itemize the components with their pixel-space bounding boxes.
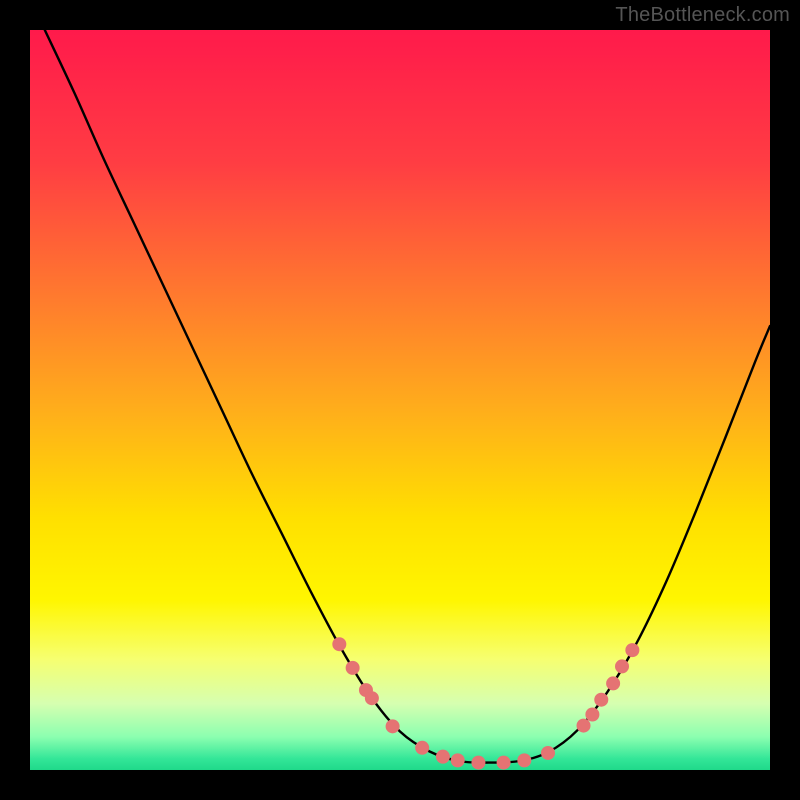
- data-marker: [517, 753, 531, 767]
- data-marker: [541, 746, 555, 760]
- data-marker: [332, 637, 346, 651]
- data-marker: [451, 753, 465, 767]
- plot-area: [30, 30, 770, 770]
- data-marker: [606, 676, 620, 690]
- data-marker: [346, 661, 360, 675]
- data-marker: [415, 741, 429, 755]
- data-marker: [471, 756, 485, 770]
- data-marker: [625, 643, 639, 657]
- chart-container: TheBottleneck.com: [0, 0, 800, 800]
- data-marker: [497, 756, 511, 770]
- data-marker: [577, 719, 591, 733]
- markers: [30, 30, 770, 770]
- data-marker: [436, 750, 450, 764]
- data-marker: [585, 708, 599, 722]
- data-marker: [365, 691, 379, 705]
- watermark-text: TheBottleneck.com: [615, 4, 790, 27]
- data-marker: [386, 719, 400, 733]
- data-marker: [615, 659, 629, 673]
- data-marker: [594, 693, 608, 707]
